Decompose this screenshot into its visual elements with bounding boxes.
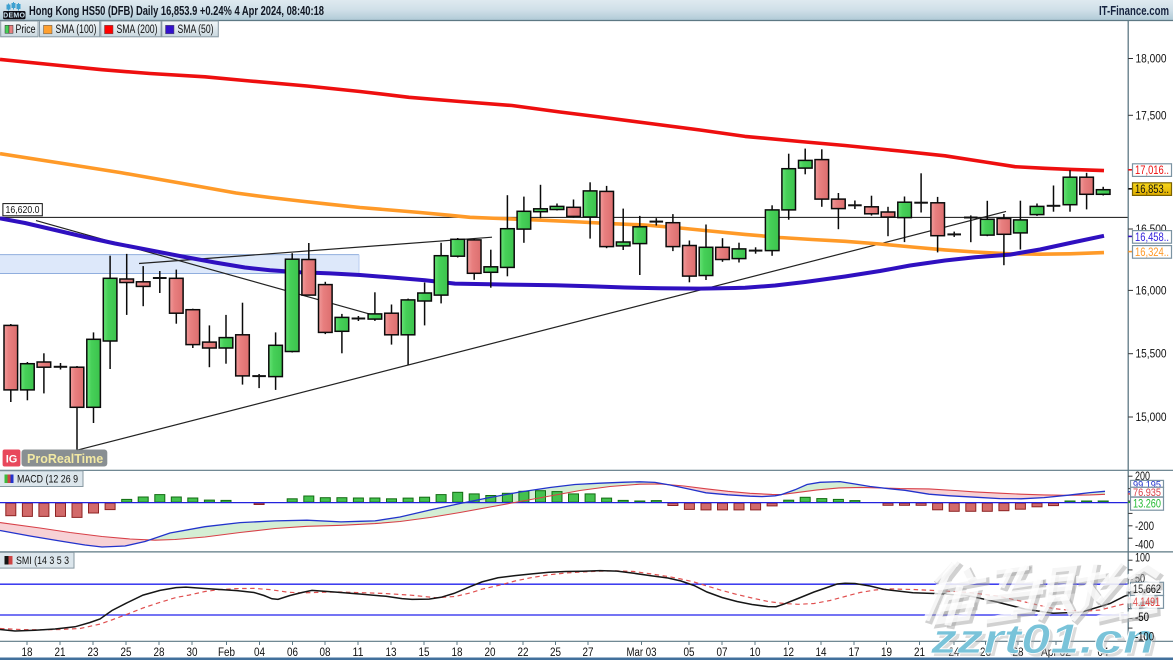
svg-text:zzrt01.cn: zzrt01.cn [933,618,1158,660]
svg-text:26: 26 [980,647,991,659]
svg-text:IT-Finance.com: IT-Finance.com [1099,4,1169,18]
svg-text:19: 19 [881,647,892,659]
svg-text:28: 28 [154,647,165,659]
svg-text:14: 14 [816,647,828,659]
svg-text:17: 17 [849,647,860,659]
svg-text:18: 18 [452,647,463,659]
svg-text:13.260: 13.260 [1133,499,1161,511]
svg-text:Price: Price [16,24,36,36]
svg-text:17,500: 17,500 [1136,110,1167,122]
svg-text:11: 11 [353,647,364,659]
svg-text:07: 07 [717,647,728,659]
svg-text:IG: IG [6,453,18,465]
svg-text:06: 06 [287,647,298,659]
svg-text:17,016..: 17,016.. [1135,165,1169,177]
svg-text:20: 20 [485,647,496,659]
svg-text:30: 30 [187,647,198,659]
svg-text:18: 18 [22,647,33,659]
svg-text:zzrt01.cn: zzrt01.cn [930,615,1155,660]
svg-text:76.935: 76.935 [1133,487,1161,499]
svg-text:Mar 03: Mar 03 [627,647,657,659]
svg-text:ProRealTime: ProRealTime [27,452,103,466]
svg-text:10: 10 [750,647,761,659]
svg-text:25: 25 [550,647,561,659]
svg-text:SMA (100): SMA (100) [56,24,97,36]
svg-text:22: 22 [518,647,529,659]
svg-text:23: 23 [88,647,99,659]
svg-text:27: 27 [583,647,594,659]
svg-text:25: 25 [121,647,132,659]
svg-text:13: 13 [386,647,397,659]
svg-text:12: 12 [783,647,794,659]
svg-text:-200: -200 [1135,521,1154,533]
svg-text:08: 08 [320,647,331,659]
svg-text:50: 50 [1135,574,1145,586]
svg-text:-400: -400 [1135,539,1154,551]
svg-text:15,500: 15,500 [1136,349,1167,361]
svg-text:DEMO: DEMO [3,13,25,20]
svg-text:16,853..: 16,853.. [1135,184,1169,196]
svg-text:28: 28 [1013,647,1024,659]
svg-text:18,000: 18,000 [1136,54,1167,66]
svg-text:24: 24 [949,647,961,659]
svg-text:16,620.0: 16,620.0 [6,204,40,216]
svg-text:16,324..: 16,324.. [1135,247,1169,259]
svg-text:04: 04 [1098,647,1110,659]
svg-text:05: 05 [684,647,695,659]
svg-text:16,000: 16,000 [1136,285,1167,297]
svg-text:04: 04 [254,647,266,659]
svg-text:-100: -100 [1135,631,1154,643]
svg-text:MACD (12 26 9: MACD (12 26 9 [17,474,78,486]
svg-text:15,000: 15,000 [1136,412,1167,424]
svg-text:15: 15 [419,647,430,659]
svg-text:SMA (50): SMA (50) [178,24,214,36]
svg-text:-100: -100 [1135,631,1154,643]
svg-text:100: 100 [1135,553,1150,565]
svg-text:21: 21 [914,647,925,659]
svg-text:21: 21 [55,647,66,659]
svg-text:15.662: 15.662 [1133,584,1161,596]
svg-text:16,458..: 16,458.. [1135,232,1169,244]
svg-text:Hong Kong HS50 (DFB) Daily 16,: Hong Kong HS50 (DFB) Daily 16,853.9 +0.2… [29,4,324,18]
svg-text:Feb: Feb [218,647,235,659]
svg-text:-50: -50 [1135,612,1149,624]
svg-text:Apr 02: Apr 02 [1041,647,1071,659]
svg-text:4.1491: 4.1491 [1133,597,1160,609]
svg-text:SMI (14 3 5 3: SMI (14 3 5 3 [16,555,69,567]
svg-text:SMA (200): SMA (200) [117,24,158,36]
